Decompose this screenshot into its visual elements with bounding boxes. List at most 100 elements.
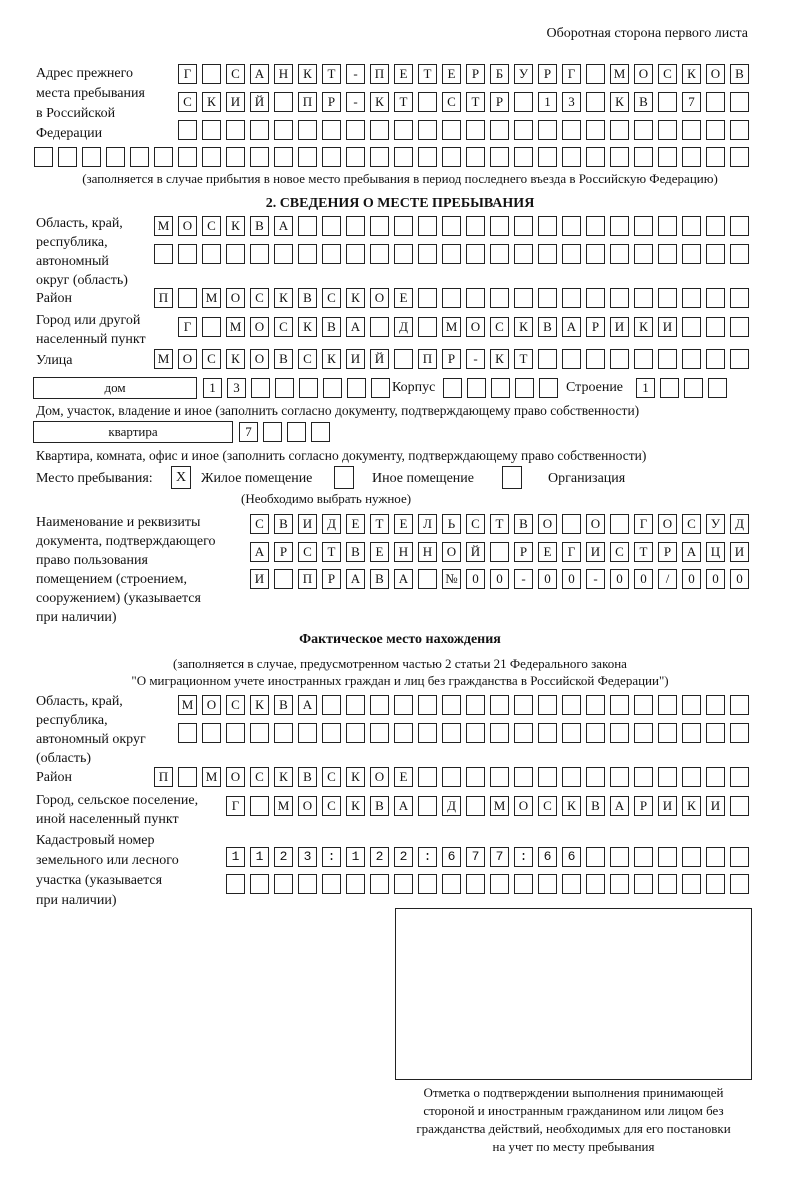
char-cell[interactable] bbox=[370, 723, 389, 743]
char-cell[interactable] bbox=[658, 244, 677, 264]
char-cell[interactable] bbox=[682, 244, 701, 264]
char-cell[interactable]: С bbox=[322, 796, 341, 816]
char-cell[interactable]: О bbox=[178, 349, 197, 369]
char-cell[interactable]: № bbox=[442, 569, 461, 589]
char-cell[interactable] bbox=[250, 244, 269, 264]
char-cell[interactable]: А bbox=[394, 569, 413, 589]
char-cell[interactable] bbox=[610, 514, 629, 534]
char-cell[interactable] bbox=[538, 767, 557, 787]
char-cell[interactable]: К bbox=[274, 767, 293, 787]
char-cell[interactable] bbox=[250, 147, 269, 167]
char-cell[interactable] bbox=[442, 695, 461, 715]
char-cell[interactable]: 7 bbox=[239, 422, 258, 442]
char-cell[interactable] bbox=[682, 120, 701, 140]
char-cell[interactable] bbox=[706, 874, 725, 894]
char-cell[interactable] bbox=[322, 147, 341, 167]
char-cell[interactable]: Т bbox=[394, 92, 413, 112]
char-cell[interactable]: Н bbox=[274, 64, 293, 84]
char-cell[interactable] bbox=[706, 317, 725, 337]
char-cell[interactable] bbox=[730, 796, 749, 816]
char-cell[interactable]: С bbox=[250, 514, 269, 534]
char-cell[interactable]: В bbox=[298, 767, 317, 787]
char-cell[interactable] bbox=[562, 244, 581, 264]
char-cell[interactable]: И bbox=[226, 92, 245, 112]
char-cell[interactable]: К bbox=[226, 216, 245, 236]
char-cell[interactable]: Ь bbox=[442, 514, 461, 534]
char-cell[interactable] bbox=[634, 847, 653, 867]
char-cell[interactable]: П bbox=[298, 569, 317, 589]
char-cell[interactable] bbox=[418, 92, 437, 112]
char-cell[interactable] bbox=[586, 216, 605, 236]
char-cell[interactable]: Т bbox=[322, 542, 341, 562]
char-cell[interactable] bbox=[178, 723, 197, 743]
char-cell[interactable]: С bbox=[298, 349, 317, 369]
char-cell[interactable]: И bbox=[298, 514, 317, 534]
char-cell[interactable] bbox=[586, 874, 605, 894]
char-cell[interactable]: 1 bbox=[538, 92, 557, 112]
char-cell[interactable] bbox=[178, 288, 197, 308]
char-cell[interactable]: Е bbox=[538, 542, 557, 562]
char-cell[interactable] bbox=[250, 874, 269, 894]
char-cell[interactable] bbox=[730, 695, 749, 715]
char-cell[interactable] bbox=[178, 244, 197, 264]
char-cell[interactable] bbox=[490, 723, 509, 743]
char-cell[interactable] bbox=[34, 147, 53, 167]
char-cell[interactable]: П bbox=[154, 767, 173, 787]
char-cell[interactable] bbox=[586, 349, 605, 369]
char-cell[interactable]: К bbox=[202, 92, 221, 112]
char-cell[interactable] bbox=[263, 422, 282, 442]
char-cell[interactable] bbox=[346, 723, 365, 743]
char-cell[interactable]: К bbox=[298, 64, 317, 84]
char-cell[interactable] bbox=[322, 847, 341, 867]
char-cell[interactable] bbox=[514, 723, 533, 743]
char-cell[interactable]: В bbox=[274, 695, 293, 715]
char-cell[interactable]: К bbox=[274, 288, 293, 308]
char-cell[interactable] bbox=[490, 874, 509, 894]
char-cell[interactable]: Р bbox=[514, 542, 533, 562]
char-cell[interactable] bbox=[586, 120, 605, 140]
char-cell[interactable] bbox=[370, 847, 389, 867]
char-cell[interactable]: О bbox=[250, 349, 269, 369]
char-cell[interactable] bbox=[562, 695, 581, 715]
char-cell[interactable] bbox=[634, 147, 653, 167]
char-cell[interactable]: С bbox=[226, 64, 245, 84]
char-cell[interactable] bbox=[610, 216, 629, 236]
char-cell[interactable] bbox=[250, 796, 269, 816]
char-cell[interactable] bbox=[730, 216, 749, 236]
char-cell[interactable]: О bbox=[658, 514, 677, 534]
char-cell[interactable] bbox=[466, 767, 485, 787]
char-cell[interactable]: О bbox=[634, 64, 653, 84]
char-cell[interactable]: С bbox=[226, 695, 245, 715]
char-cell[interactable]: М bbox=[178, 695, 197, 715]
char-cell[interactable] bbox=[538, 120, 557, 140]
char-cell[interactable]: К bbox=[634, 317, 653, 337]
char-cell[interactable] bbox=[346, 847, 365, 867]
char-cell[interactable] bbox=[370, 874, 389, 894]
char-cell[interactable] bbox=[394, 349, 413, 369]
char-cell[interactable] bbox=[418, 796, 437, 816]
char-cell[interactable] bbox=[586, 767, 605, 787]
char-cell[interactable] bbox=[299, 378, 318, 398]
char-cell[interactable]: Р bbox=[322, 92, 341, 112]
char-cell[interactable]: С bbox=[202, 216, 221, 236]
char-cell[interactable] bbox=[443, 378, 462, 398]
char-cell[interactable]: А bbox=[298, 695, 317, 715]
char-cell[interactable] bbox=[730, 120, 749, 140]
char-cell[interactable] bbox=[322, 244, 341, 264]
char-cell[interactable] bbox=[370, 317, 389, 337]
char-cell[interactable]: П bbox=[154, 288, 173, 308]
char-cell[interactable]: Г bbox=[562, 64, 581, 84]
char-cell[interactable] bbox=[202, 120, 221, 140]
char-cell[interactable] bbox=[298, 244, 317, 264]
char-cell[interactable] bbox=[562, 349, 581, 369]
char-cell[interactable] bbox=[226, 874, 245, 894]
char-cell[interactable]: Т bbox=[514, 349, 533, 369]
char-cell[interactable] bbox=[154, 244, 173, 264]
char-cell[interactable] bbox=[562, 847, 581, 867]
char-cell[interactable]: Т bbox=[418, 64, 437, 84]
char-cell[interactable] bbox=[660, 378, 679, 398]
char-cell[interactable] bbox=[298, 147, 317, 167]
char-cell[interactable]: В bbox=[274, 349, 293, 369]
char-cell[interactable] bbox=[610, 767, 629, 787]
char-cell[interactable] bbox=[634, 874, 653, 894]
